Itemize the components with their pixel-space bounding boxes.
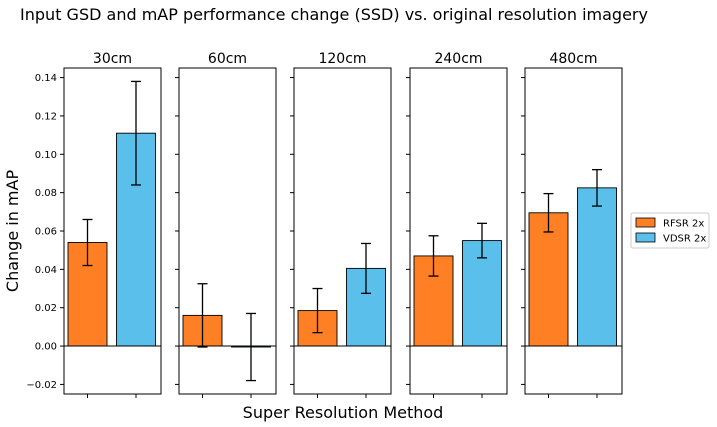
subplot-30cm: 30cm −0.02 0.00 0.02 0.04 0.06 0.08 0.10 0.12 0.1… bbox=[26, 51, 162, 398]
y-tick-label: 0.04 bbox=[35, 265, 57, 276]
subplot-480cm: 480cm bbox=[521, 51, 623, 398]
subplot-frame bbox=[63, 67, 162, 395]
y-tick-label: 0.08 bbox=[35, 188, 57, 199]
legend-swatch bbox=[635, 217, 656, 228]
legend: RFSR 2x VDSR 2x bbox=[630, 212, 710, 249]
subplot-frame bbox=[178, 67, 277, 395]
subplot-panels: 30cm −0.02 0.00 0.02 0.04 0.06 0.08 0.10 0.12 0.1… bbox=[26, 51, 623, 398]
subplot-title: 240cm bbox=[434, 51, 482, 67]
y-tick-label: 0.14 bbox=[35, 73, 57, 84]
y-tick-label: 0.10 bbox=[35, 150, 57, 161]
subplot-title: 30cm bbox=[93, 51, 132, 67]
subplot-frame bbox=[524, 67, 623, 395]
figure-title: Input GSD and mAP performance change (SS… bbox=[20, 5, 648, 24]
subplot-120cm: 120cm bbox=[290, 51, 392, 398]
subplot-frame bbox=[293, 67, 392, 395]
y-tick-label: 0.02 bbox=[35, 303, 57, 314]
legend-swatch bbox=[635, 232, 656, 243]
bar-rfsr-2x bbox=[528, 212, 569, 347]
y-tick-label: 0.12 bbox=[35, 111, 57, 122]
y-tick-label: 0.06 bbox=[35, 227, 57, 238]
x-axis-label: Super Resolution Method bbox=[243, 403, 444, 422]
subplot-title: 120cm bbox=[318, 51, 366, 67]
subplot-frame bbox=[409, 67, 508, 395]
legend-label: RFSR 2x bbox=[663, 219, 704, 230]
y-axis-label: Change in mAP bbox=[3, 170, 22, 293]
bar-vdsr-2x bbox=[577, 187, 617, 347]
subplot-60cm: 60cm bbox=[175, 51, 277, 398]
subplot-title: 60cm bbox=[208, 51, 247, 67]
legend-label: VDSR 2x bbox=[663, 234, 706, 245]
y-tick-label: 0.00 bbox=[35, 342, 57, 353]
subplot-title: 480cm bbox=[549, 51, 597, 67]
y-tick-label: −0.02 bbox=[26, 380, 57, 391]
subplot-240cm: 240cm bbox=[406, 51, 508, 398]
